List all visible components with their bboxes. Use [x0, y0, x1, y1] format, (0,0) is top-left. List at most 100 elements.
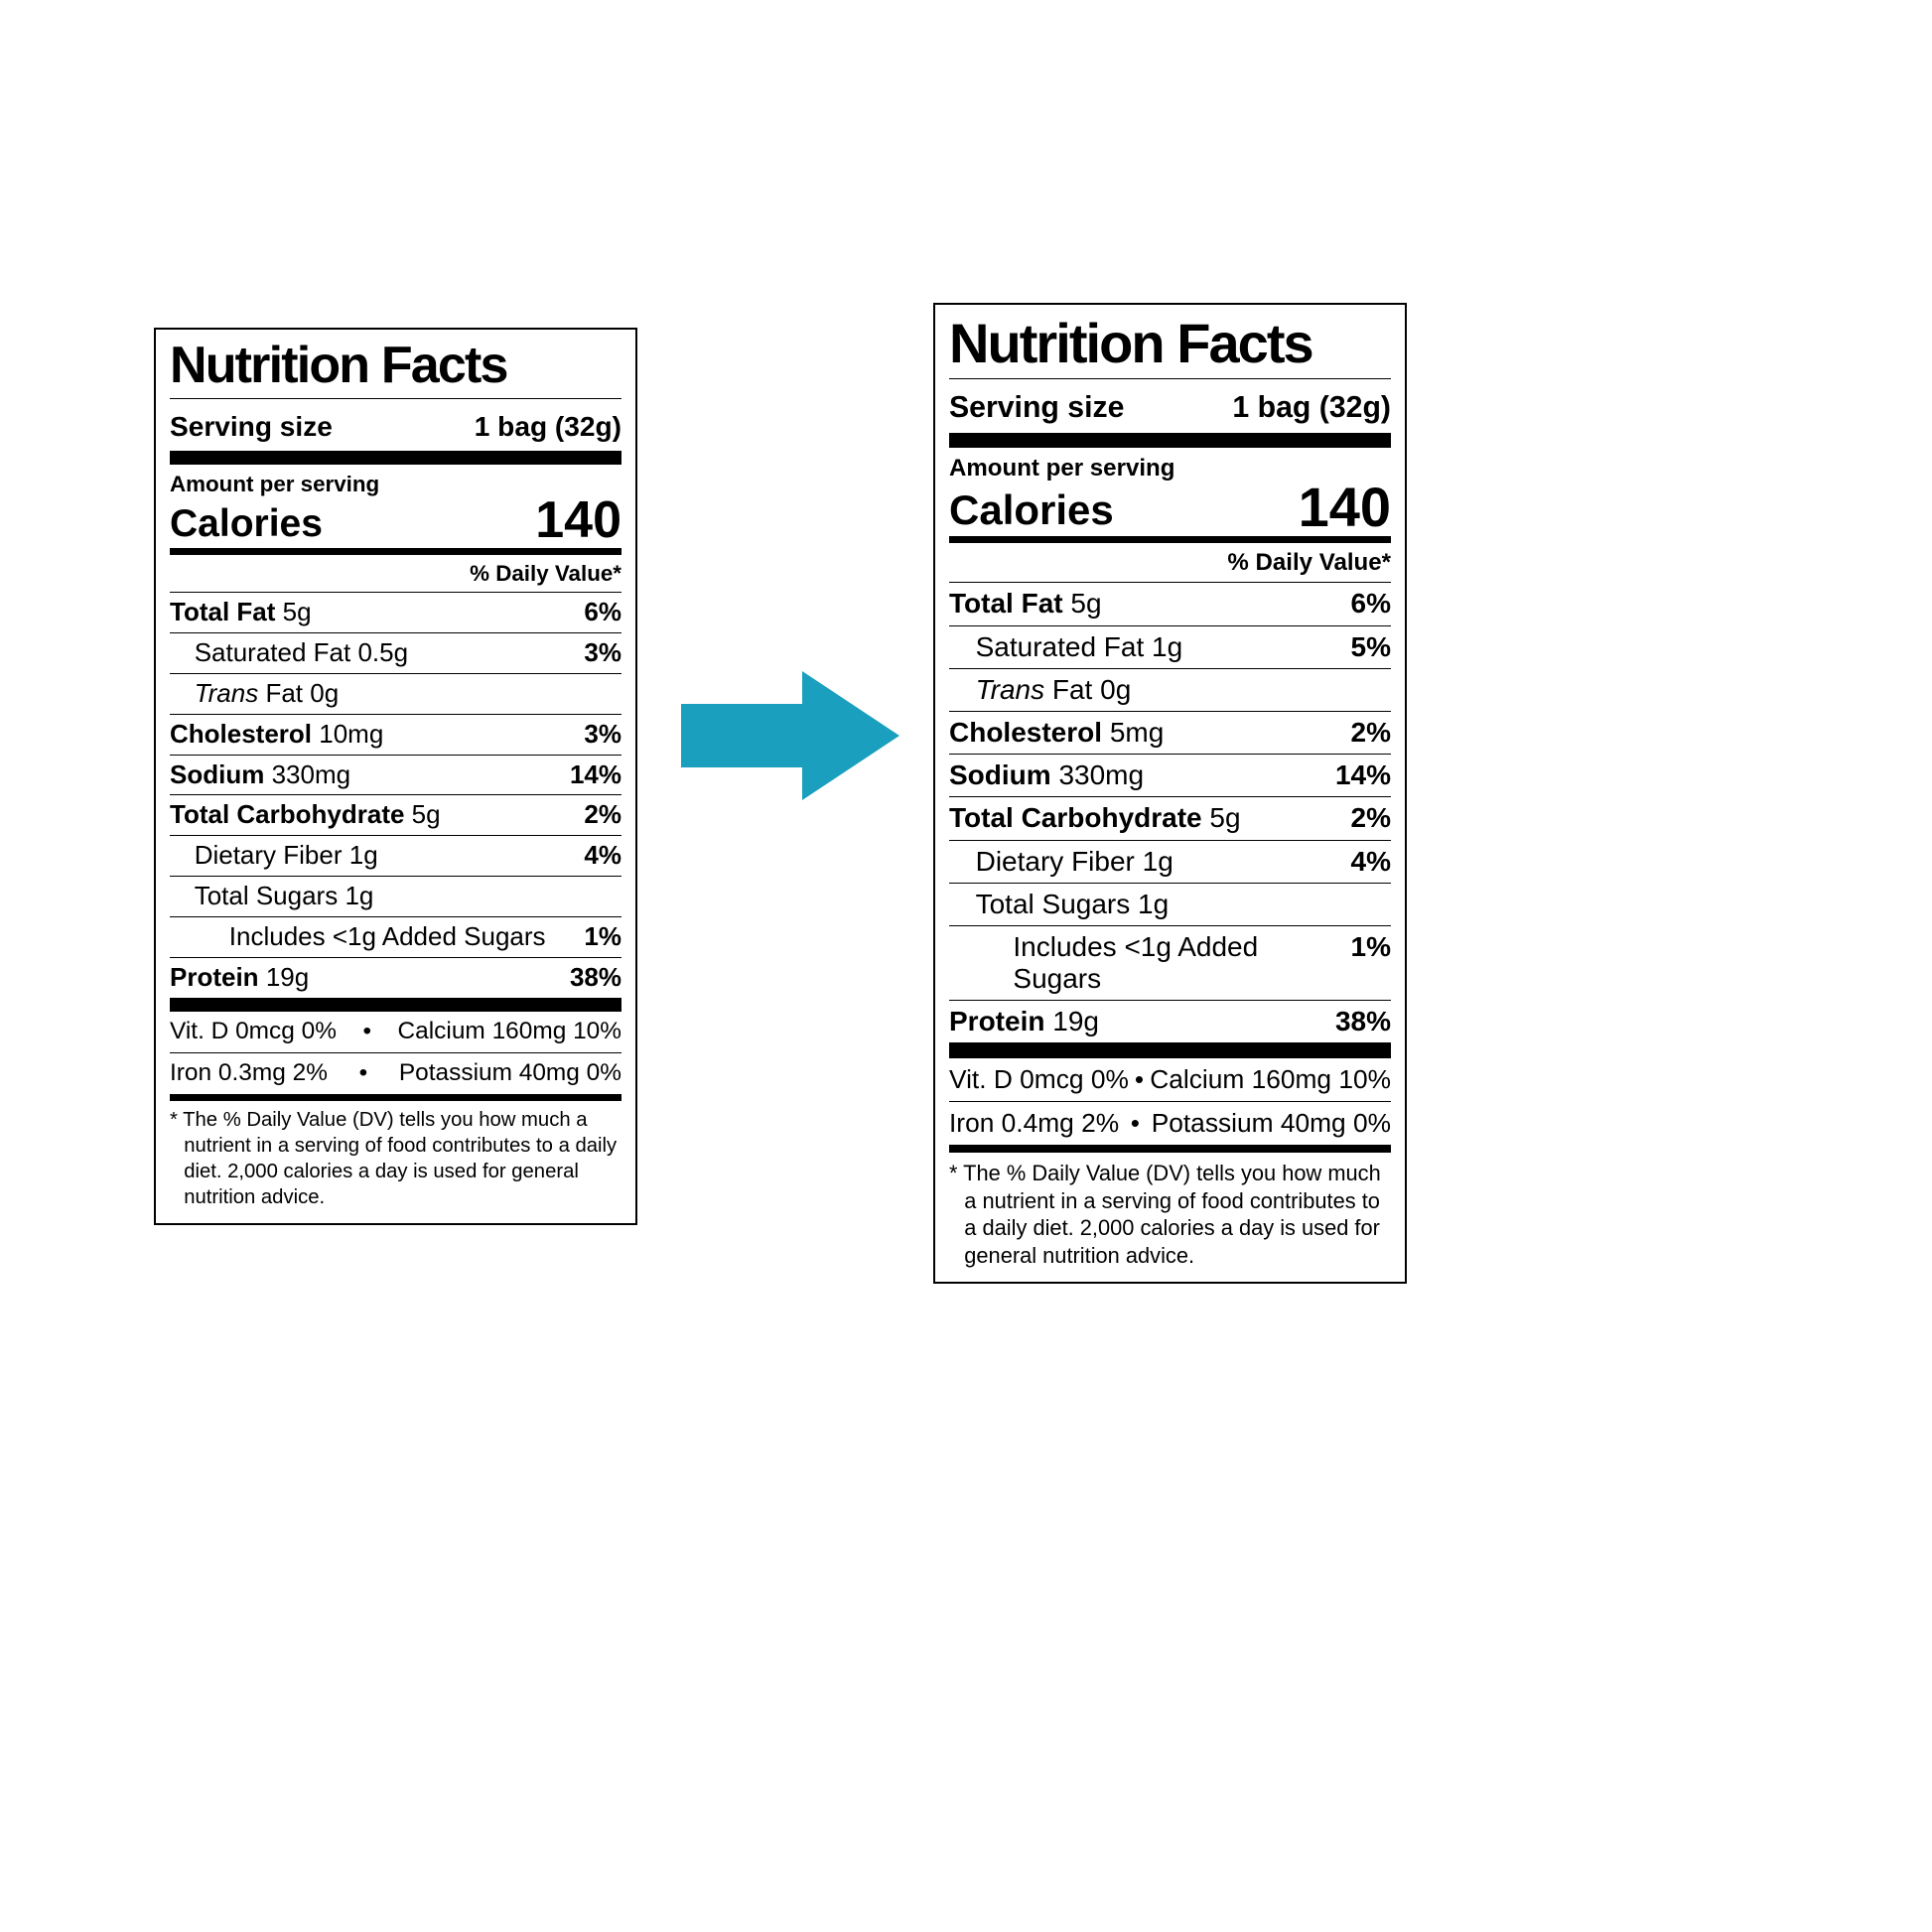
nutrient-amount: 1g [1152, 630, 1183, 662]
nutrient-name-text: Fat [1051, 673, 1093, 705]
nutrient-name-text: Cholesterol [170, 718, 313, 749]
nutrient-amount: 0g [310, 677, 340, 708]
nutrient-name-text: Total Carbohydrate [170, 799, 405, 830]
micro-right: Potassium 40mg 0% [398, 1059, 621, 1087]
nutrient-name-text: Cholesterol [949, 716, 1103, 748]
nutrient-amount: 5g [1209, 802, 1241, 834]
divider-medium [170, 547, 621, 555]
nutrient-name: Total Sugars 1g [170, 881, 374, 911]
nutrient-name-text: Dietary Fiber [975, 845, 1135, 877]
nutrient-name: Saturated Fat 0.5g [170, 636, 408, 668]
calories-label: Calories [170, 501, 323, 545]
nutrient-dv: 38% [569, 961, 621, 992]
nutrient-name: Protein 19g [949, 1006, 1099, 1037]
nutrient-row-cholesterol: Cholesterol 5mg 2% [949, 710, 1391, 754]
nutrient-name: Includes <1g Added Sugars [170, 921, 546, 952]
nutrient-amount: 5g [1070, 588, 1102, 620]
nutrient-name-text: Protein [949, 1006, 1045, 1037]
bullet-separator: • [1130, 1107, 1141, 1138]
nutrient-dv: 38% [1334, 1006, 1391, 1037]
nutrient-dv: 2% [584, 799, 621, 830]
nutrient-name: Trans Fat 0g [949, 673, 1132, 706]
nutrient-name-text: Sodium [170, 759, 265, 789]
transform-arrow-icon [681, 671, 899, 800]
micronutrients: Vit. D 0mcg 0% • Calcium 160mg 10% Iron … [949, 1058, 1391, 1145]
nutrient-row-total-sugars: Total Sugars 1g [170, 876, 621, 916]
micronutrient-row: Vit. D 0mcg 0% • Calcium 160mg 10% [949, 1058, 1391, 1101]
nutrient-row-cholesterol: Cholesterol 10mg 3% [170, 713, 621, 755]
nutrition-label-original: Nutrition Facts Serving size 1 bag (32g)… [154, 328, 637, 1225]
nutrient-name-text: Includes <1g Added Sugars [228, 921, 546, 952]
nutrient-dv: 1% [1350, 930, 1391, 962]
serving-size-row: Serving size 1 bag (32g) [949, 379, 1391, 433]
nutrient-row-total-fat: Total Fat 5g 6% [170, 591, 621, 632]
nutrient-row-total-carbohydrate: Total Carbohydrate 5g 2% [170, 794, 621, 835]
arrow-shape [681, 671, 899, 800]
nutrient-row-dietary-fiber: Dietary Fiber 1g 4% [170, 835, 621, 876]
nutrient-name-text: Total Fat [949, 588, 1063, 620]
nutrient-name: Sodium 330mg [949, 759, 1144, 791]
nutrient-name-text: Fat [265, 677, 304, 708]
nutrient-name: Includes <1g Added Sugars [949, 931, 1351, 995]
micro-left: Vit. D 0mcg 0% [170, 1018, 337, 1045]
nutrient-name: Protein 19g [170, 961, 310, 993]
nutrient-name-text: Includes <1g Added Sugars [1013, 930, 1259, 995]
micronutrient-row: Iron 0.4mg 2% • Potassium 40mg 0% [949, 1100, 1391, 1145]
amount-per-serving-label: Amount per serving [170, 472, 380, 497]
serving-size-value: 1 bag (32g) [1232, 390, 1391, 424]
nutrient-name: Total Sugars 1g [949, 888, 1170, 920]
divider-thick [949, 1042, 1391, 1058]
daily-value-header: % Daily Value* [1227, 549, 1391, 577]
nutrient-dv: 2% [1350, 802, 1391, 834]
nutrient-name-text: Total Sugars [975, 888, 1131, 919]
divider-thick [170, 451, 621, 466]
nutrient-name-italic: Trans [194, 677, 259, 708]
nutrient-name: Total Carbohydrate 5g [949, 802, 1241, 834]
nutrition-label-updated: Nutrition Facts Serving size 1 bag (32g)… [933, 303, 1407, 1285]
nutrient-row-trans-fat: Trans Fat 0g [949, 667, 1391, 711]
nutrient-row-added-sugars: Includes <1g Added Sugars 1% [949, 924, 1391, 1000]
divider-medium [949, 535, 1391, 544]
nutrient-dv: 4% [1350, 845, 1391, 877]
nutrient-amount: 5g [282, 596, 312, 626]
micronutrient-row: Iron 0.3mg 2% • Potassium 40mg 0% [170, 1052, 621, 1094]
nutrient-dv: 14% [1334, 759, 1391, 791]
nutrient-dv: 6% [584, 596, 621, 626]
nutrient-name-italic: Trans [975, 673, 1045, 705]
nutrient-dv: 4% [584, 840, 621, 871]
micronutrients: Vit. D 0mcg 0% • Calcium 160mg 10% Iron … [170, 1012, 621, 1094]
amount-per-serving-label: Amount per serving [949, 454, 1175, 482]
divider-medium [170, 1093, 621, 1102]
nutrient-amount: 330mg [271, 759, 351, 789]
nutrient-row-trans-fat: Trans Fat 0g [170, 672, 621, 714]
divider-thick [949, 432, 1391, 448]
micro-left: Iron 0.4mg 2% [949, 1107, 1120, 1138]
footnote: * The % Daily Value (DV) tells you how m… [170, 1109, 618, 1209]
nutrient-name: Cholesterol 10mg [170, 718, 383, 750]
nutrient-name-text: Saturated Fat [194, 636, 351, 667]
nutrient-amount: 19g [265, 961, 310, 992]
nutrient-name: Sodium 330mg [170, 759, 351, 790]
serving-size-label: Serving size [170, 411, 333, 443]
nutrient-row-sodium: Sodium 330mg 14% [170, 754, 621, 795]
nutrient-row-protein: Protein 19g 38% [949, 1000, 1391, 1042]
nutrient-amount: 1g [345, 881, 374, 911]
nutrient-row-total-sugars: Total Sugars 1g [949, 882, 1391, 925]
bullet-separator: • [362, 1018, 372, 1045]
serving-size-label: Serving size [949, 390, 1125, 424]
nutrient-dv: 3% [584, 636, 621, 667]
nutrient-name-text: Total Sugars [194, 881, 339, 911]
nutrient-row-total-carbohydrate: Total Carbohydrate 5g 2% [949, 796, 1391, 839]
nutrient-name-text: Dietary Fiber [194, 840, 343, 871]
nutrient-name-text: Saturated Fat [975, 630, 1145, 662]
calories-label: Calories [949, 485, 1114, 533]
nutrient-name: Total Carbohydrate 5g [170, 799, 441, 830]
calories-row: Calories 140 [170, 494, 621, 547]
nutrient-name-text: Total Carbohydrate [949, 802, 1202, 834]
calories-row: Calories 140 [949, 480, 1391, 536]
nutrient-row-sodium: Sodium 330mg 14% [949, 754, 1391, 796]
divider-thick [170, 997, 621, 1013]
nutrient-amount: 1g [348, 840, 378, 871]
nutrient-dv: 2% [1350, 716, 1391, 748]
nutrient-name: Cholesterol 5mg [949, 717, 1164, 749]
